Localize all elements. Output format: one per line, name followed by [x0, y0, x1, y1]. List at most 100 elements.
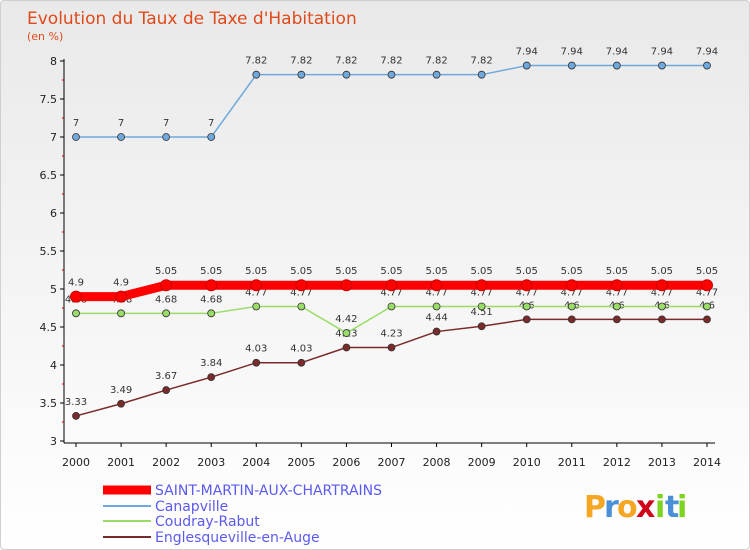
data-label: 7: [73, 118, 79, 129]
data-point: [430, 279, 443, 292]
data-label: 7.82: [425, 56, 447, 67]
data-point: [117, 399, 125, 408]
data-point: [701, 279, 713, 292]
data-point: [567, 302, 576, 311]
data-point: [612, 61, 621, 70]
data-label: 7.94: [651, 47, 673, 58]
data-point: [207, 133, 216, 141]
data-point: [477, 302, 486, 311]
data-label: 3.67: [155, 371, 177, 382]
series-layer: 3.333.493.673.844.034.034.234.234.444.51…: [65, 47, 718, 420]
data-point: [658, 302, 666, 311]
data-label: 4.51: [471, 307, 493, 318]
legend-label: Englesqueville-en-Auge: [155, 530, 320, 546]
data-label: 7.82: [290, 56, 312, 67]
data-point: [520, 279, 533, 292]
data-point: [162, 386, 171, 394]
data-point: [703, 61, 711, 70]
x-tick-label: 2002: [152, 456, 180, 469]
y-tick-label: 8: [50, 55, 57, 68]
data-point: [567, 315, 576, 324]
data-point: [432, 70, 441, 79]
data-label: 5.05: [606, 266, 628, 277]
data-label: 5.05: [200, 266, 222, 277]
data-point: [72, 133, 80, 141]
data-point: [340, 279, 353, 292]
axes: 3 3.5 4 4.5 5 5.5 6 6.5 7 7.5 8 2000 2001 2002 2003 200…: [40, 55, 722, 469]
x-tick-label: 2005: [287, 456, 315, 469]
data-point: [703, 315, 711, 324]
data-label: 4.23: [380, 329, 402, 340]
data-point: [567, 61, 576, 70]
data-label: 4.77: [516, 287, 538, 298]
data-point: [612, 302, 621, 311]
data-point: [295, 279, 308, 292]
data-point: [70, 290, 82, 303]
x-tick-label: 2000: [62, 456, 90, 469]
data-point: [610, 279, 623, 292]
data-point: [522, 315, 531, 324]
data-point: [387, 70, 396, 79]
x-tick-label: 2013: [648, 456, 676, 469]
data-label: 4.03: [290, 344, 312, 355]
x-tick-label: 2008: [423, 456, 451, 469]
x-tick-label: 2004: [242, 456, 270, 469]
logo-letter: r: [604, 490, 619, 525]
x-tick-label: 2011: [558, 456, 586, 469]
data-label: 3.33: [65, 397, 87, 408]
legend: SAINT-MARTIN-AUX-CHARTRAINSCanapvilleCou…: [103, 483, 382, 546]
data-label: 7.94: [696, 47, 718, 58]
data-point: [162, 133, 171, 141]
data-label: 7.94: [561, 47, 583, 58]
data-point: [612, 315, 621, 324]
data-point: [207, 373, 216, 382]
data-point: [252, 358, 261, 367]
series-0: 4.9 4.9 5.05 5.05 5.05 5.05 5.05 5.05 5.05 5.05 5.…: [68, 266, 718, 303]
series-1: 7 7 7 7 7.82 7.82 7.82 7.82 7.82 7.82 7.94 7.94 7.94…: [72, 47, 718, 141]
y-tick-label: 7.5: [40, 93, 58, 106]
data-label: 5.05: [516, 266, 538, 277]
data-label: 7.82: [335, 56, 357, 67]
data-point: [432, 327, 441, 336]
y-tick-label: 5: [50, 283, 57, 296]
logo-letter: x: [636, 490, 655, 525]
data-point: [252, 302, 261, 311]
data-label: 7.82: [245, 56, 267, 67]
data-label: 4.42: [335, 314, 357, 325]
data-label: 4.77: [290, 287, 312, 298]
data-point: [72, 412, 80, 420]
data-point: [162, 309, 171, 318]
data-point: [115, 290, 128, 303]
data-label: 7: [118, 118, 124, 129]
data-label: 7: [208, 118, 214, 129]
data-point: [297, 70, 306, 79]
data-label: 4.03: [245, 344, 267, 355]
data-label: 4.77: [471, 287, 493, 298]
data-point: [703, 302, 711, 311]
data-label: 5.05: [245, 266, 267, 277]
y-tick-label: 5.5: [40, 245, 58, 258]
data-label: 4.77: [380, 287, 402, 298]
data-label: 4.9: [113, 278, 129, 289]
data-point: [297, 358, 306, 367]
data-point: [385, 279, 398, 292]
data-point: [655, 279, 668, 292]
x-tick-label: 2006: [332, 456, 360, 469]
data-label: 4.9: [68, 278, 84, 289]
data-label: 7.94: [606, 47, 628, 58]
y-tick-label: 4: [50, 359, 57, 372]
data-point: [522, 61, 531, 70]
data-point: [387, 343, 396, 352]
data-point: [432, 302, 441, 311]
data-point: [565, 279, 578, 292]
data-label: 7.82: [380, 56, 402, 67]
y-tick-label: 4.5: [40, 321, 58, 334]
logo-letter: t: [665, 490, 679, 525]
x-tick-label: 2010: [513, 456, 541, 469]
data-point: [475, 279, 488, 292]
data-point: [117, 133, 125, 141]
data-point: [252, 70, 261, 79]
data-point: [250, 279, 263, 292]
